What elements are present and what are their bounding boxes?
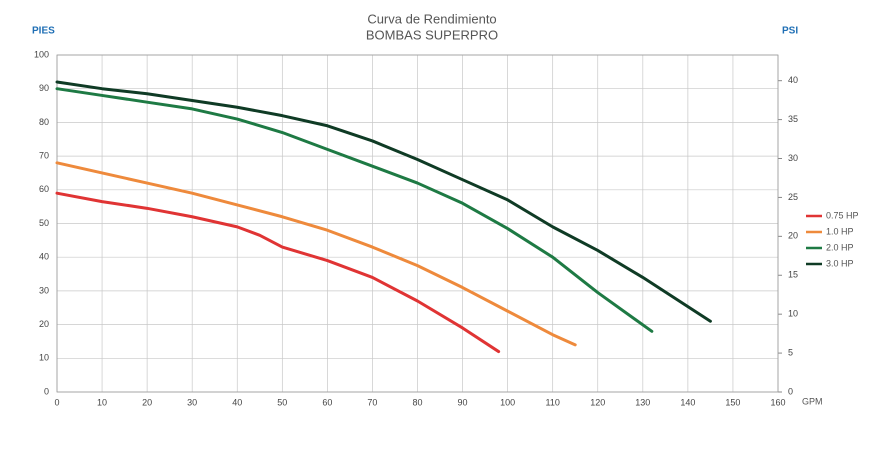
y2-tick-label: 5	[788, 347, 793, 357]
x-tick-label: 20	[142, 397, 152, 407]
x-tick-label: 90	[458, 397, 468, 407]
plot-frame	[56, 54, 779, 393]
x-tick-label: 100	[500, 397, 515, 407]
y2-tick-label: 30	[788, 153, 798, 163]
x-axis-label: GPM	[802, 396, 823, 406]
x-tick-label: 30	[187, 397, 197, 407]
y-tick-label: 50	[39, 218, 49, 228]
legend-label: 0.75 HP	[826, 210, 859, 220]
y-tick-label: 80	[39, 117, 49, 127]
chart-subtitle: BOMBAS SUPERPRO	[366, 27, 498, 42]
legend-label: 1.0 HP	[826, 226, 854, 236]
legend-label: 3.0 HP	[826, 258, 854, 268]
x-tick-label: 130	[635, 397, 650, 407]
y-tick-label: 10	[39, 353, 49, 363]
series-line	[55, 87, 654, 333]
y2-tick-label: 35	[788, 114, 798, 124]
series-line	[55, 191, 501, 354]
y2-tick-label: 25	[788, 192, 798, 202]
x-tick-label: 110	[546, 397, 560, 407]
y2-tick-label: 20	[788, 231, 798, 241]
x-tick-label: 160	[770, 397, 785, 407]
y-tick-label: 100	[34, 49, 49, 59]
y-tick-label: 40	[39, 252, 49, 262]
x-tick-label: 50	[277, 397, 287, 407]
y-tick-label: 0	[44, 386, 49, 396]
x-tick-label: 140	[680, 397, 695, 407]
y-tick-label: 30	[39, 285, 49, 295]
y2-tick-label: 40	[788, 75, 798, 85]
y-axis-label: PIES	[32, 26, 55, 37]
y-tick-label: 90	[39, 83, 49, 93]
y-tick-label: 20	[39, 319, 49, 329]
y-tick-label: 60	[39, 184, 49, 194]
x-tick-label: 150	[725, 397, 740, 407]
y2-tick-label: 10	[788, 309, 798, 319]
chart-title: Curva de Rendimiento	[367, 11, 496, 26]
series-line	[55, 161, 577, 347]
x-tick-label: 0	[54, 397, 59, 407]
series-line	[55, 80, 712, 323]
x-tick-label: 70	[367, 397, 377, 407]
x-tick-label: 60	[322, 397, 332, 407]
x-tick-label: 10	[97, 397, 107, 407]
y2-tick-label: 0	[788, 386, 793, 396]
x-tick-label: 120	[590, 397, 605, 407]
y2-tick-label: 15	[788, 270, 798, 280]
legend-label: 2.0 HP	[826, 242, 854, 252]
y2-axis-label: PSI	[782, 26, 798, 37]
x-tick-label: 80	[412, 397, 422, 407]
y-tick-label: 70	[39, 150, 49, 160]
x-tick-label: 40	[232, 397, 242, 407]
